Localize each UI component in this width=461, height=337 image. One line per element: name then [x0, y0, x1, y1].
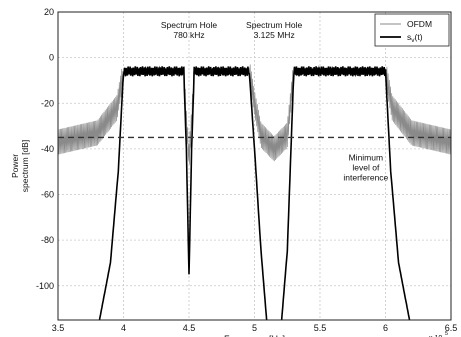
y-axis-label: Powerspectrum [dB]	[10, 140, 30, 192]
x-tick-label: 4.5	[183, 323, 196, 333]
annotation-text: Spectrum Hole	[246, 20, 302, 30]
annotation-text: interference	[343, 172, 388, 182]
x-tick-label: 6	[383, 323, 388, 333]
annotation-text: Spectrum Hole	[161, 20, 217, 30]
legend-label-sv: sv(t)	[407, 32, 423, 44]
tick-labels: 3.5 4 4.5 5 5.5 6 6.5 20 0 -20 -40 -60 -80 -100	[36, 7, 457, 333]
y-tick-label: -100	[36, 281, 54, 291]
y-tick-label: -40	[41, 144, 54, 154]
plot-frame	[57, 11, 452, 321]
legend-label-sv-subscript: v	[411, 37, 415, 44]
x-tick-label: 5.5	[314, 323, 327, 333]
annotation-text: Minimum	[349, 152, 383, 162]
y-tick-label: -60	[41, 190, 54, 200]
y-tick-label: 0	[49, 53, 54, 63]
axis-labels: Frequency [Hz]Powerspectrum [dB]x 105	[10, 140, 448, 337]
legend-label-sv-prefix: s	[407, 32, 411, 42]
x-tick-label: 6.5	[445, 323, 458, 333]
x-tick-label: 3.5	[52, 323, 65, 333]
y-axis-label-line: spectrum [dB]	[20, 140, 30, 192]
x-tick-label: 4	[121, 323, 126, 333]
y-tick-label: 20	[44, 7, 54, 17]
series-group	[58, 64, 451, 320]
y-tick-label: -80	[41, 235, 54, 245]
x-axis-label: Frequency [Hz]	[224, 334, 285, 337]
legend-box	[374, 13, 450, 47]
legend: OFDM sv(t)	[374, 13, 450, 47]
series-sv-line	[98, 65, 411, 320]
x-exponent-label: x 10	[429, 335, 442, 337]
annotation-text: 3.125 MHz	[254, 30, 295, 40]
y-axis-label-line: Power	[10, 154, 20, 178]
annotation-text: 780 kHz	[173, 30, 204, 40]
x-tick-label: 5	[252, 323, 257, 333]
legend-label-ofdm: OFDM	[407, 19, 432, 29]
y-tick-label: -20	[41, 98, 54, 108]
x-exponent-power: 5	[445, 331, 448, 337]
legend-label-sv-suffix: (t)	[415, 32, 423, 42]
annotation-text: level of	[352, 162, 380, 172]
